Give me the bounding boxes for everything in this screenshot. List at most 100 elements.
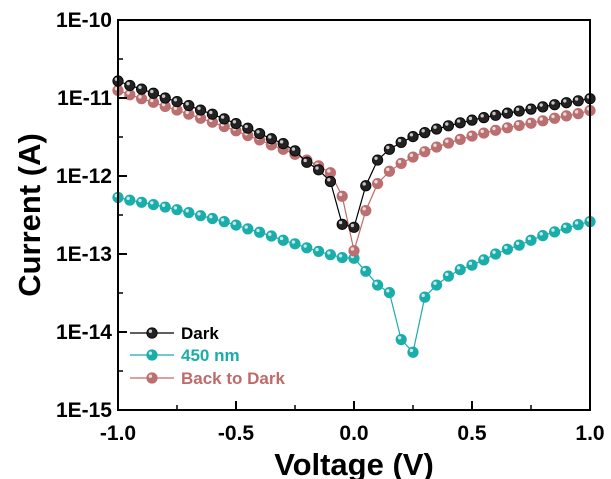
data-point-highlight — [445, 122, 449, 126]
data-point-back-to-dark — [454, 133, 466, 145]
data-point-dark — [206, 108, 218, 120]
data-point-450-nm — [206, 212, 218, 225]
data-point-highlight — [362, 207, 366, 211]
data-point-450-nm — [218, 216, 230, 228]
data-point-highlight — [421, 129, 425, 133]
data-point-highlight — [515, 107, 520, 111]
data-point-highlight — [244, 124, 248, 129]
x-tick-label: -1.0 — [100, 422, 136, 445]
data-point-highlight — [515, 241, 520, 246]
data-point-back-to-dark — [442, 137, 454, 149]
data-point-450-nm — [254, 226, 266, 238]
data-point-highlight — [551, 228, 555, 232]
data-point-450-nm — [371, 279, 384, 291]
data-point-highlight — [468, 261, 473, 266]
data-point-highlight — [138, 198, 142, 203]
x-axis-title: Voltage (V) — [274, 447, 434, 479]
data-point-450-nm — [525, 234, 537, 246]
data-point-highlight — [209, 110, 213, 115]
data-point-highlight — [574, 221, 579, 225]
data-point-dark — [360, 180, 372, 192]
data-point-450-nm — [501, 243, 513, 255]
data-point-highlight — [539, 103, 543, 107]
data-point-highlight — [539, 117, 543, 121]
data-point-highlight — [150, 201, 154, 205]
data-point-dark — [183, 99, 195, 112]
data-point-highlight — [456, 119, 461, 123]
data-point-450-nm — [159, 201, 171, 213]
data-point-highlight — [492, 111, 496, 116]
x-axis-ticks: -1.0 -0.5 0.0 0.5 1.0 — [100, 401, 605, 445]
data-point-back-to-dark — [572, 108, 584, 120]
data-point-highlight — [386, 167, 390, 172]
data-point-dark — [537, 101, 549, 113]
data-point-highlight — [161, 203, 166, 207]
data-point-dark — [136, 83, 148, 95]
data-point-highlight — [551, 101, 555, 105]
data-point-highlight — [327, 251, 331, 255]
data-point-highlight — [386, 289, 390, 293]
legend-marker-450-nm — [146, 349, 158, 361]
data-point-highlight — [421, 293, 425, 298]
data-point-dark — [466, 114, 478, 126]
data-point-dark — [242, 122, 254, 134]
data-point-highlight — [433, 143, 437, 147]
data-point-back-to-dark — [489, 124, 502, 136]
data-point-450-nm — [537, 230, 549, 242]
data-point-highlight — [209, 215, 213, 219]
data-point-highlight — [338, 192, 343, 197]
data-point-highlight — [527, 105, 532, 110]
data-point-back-to-dark — [430, 141, 443, 153]
data-point-highlight — [279, 236, 284, 241]
data-point-dark — [383, 143, 395, 155]
data-point-dark — [454, 117, 466, 129]
data-point-back-to-dark — [383, 165, 395, 177]
data-point-highlight — [244, 225, 248, 229]
data-point-450-nm — [171, 204, 183, 216]
legend-marker-highlight — [148, 374, 153, 378]
data-point-highlight — [268, 135, 272, 139]
data-point-dark — [348, 221, 360, 233]
data-point-450-nm — [548, 226, 561, 238]
data-point-highlight — [468, 116, 473, 121]
data-point-back-to-dark — [525, 117, 537, 129]
data-point-highlight — [397, 336, 402, 340]
data-point-highlight — [161, 94, 166, 98]
data-point-dark — [525, 103, 537, 115]
data-point-back-to-dark — [513, 119, 525, 132]
x-tick-label: -0.5 — [218, 422, 255, 445]
data-point-highlight — [386, 145, 390, 150]
data-point-450-nm — [360, 265, 372, 277]
legend-marker-back-to-dark — [146, 372, 158, 384]
data-point-450-nm — [242, 223, 254, 235]
data-point-highlight — [374, 281, 378, 285]
y-axis-title: Current (A) — [12, 133, 47, 297]
legend-label-450-nm: 450 nm — [181, 346, 240, 365]
data-point-back-to-dark — [407, 151, 419, 163]
data-point-dark — [442, 120, 454, 132]
legend: Dark 450 nm Back to Dark — [130, 324, 285, 388]
y-tick-label: 1E-15 — [56, 399, 112, 422]
legend-label-back-to-dark: Back to Dark — [181, 369, 285, 388]
data-point-back-to-dark — [348, 245, 360, 257]
data-point-450-nm — [336, 251, 348, 264]
data-point-highlight — [433, 125, 437, 129]
data-point-dark — [548, 99, 561, 111]
data-point-highlight — [504, 109, 508, 114]
data-point-450-nm — [430, 279, 443, 291]
legend-marker-highlight — [148, 351, 153, 355]
legend-label-dark: Dark — [181, 324, 219, 343]
data-point-highlight — [173, 106, 178, 110]
data-point-highlight — [539, 232, 543, 236]
data-point-highlight — [409, 153, 414, 157]
y-tick-label: 1E-12 — [56, 165, 112, 188]
data-point-highlight — [338, 254, 343, 258]
data-point-highlight — [126, 91, 130, 95]
data-point-450-nm — [195, 210, 207, 222]
data-point-highlight — [563, 112, 567, 116]
data-point-dark — [560, 97, 573, 109]
x-tick-label: 0.0 — [339, 422, 368, 445]
data-point-highlight — [150, 89, 154, 94]
data-point-highlight — [291, 147, 296, 151]
